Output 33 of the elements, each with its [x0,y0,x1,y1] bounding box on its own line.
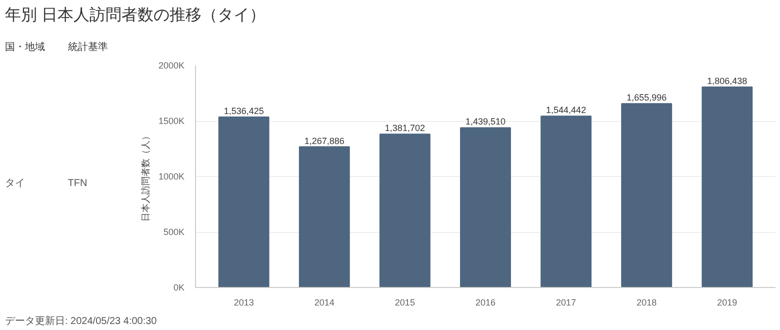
text: 統計基準 [68,41,109,55]
bar [298,146,350,288]
text: タイ [5,177,26,191]
x-tick-label: 2017 [556,298,576,308]
data-label: 1,267,886 [304,136,344,146]
data-label: 1,381,702 [384,123,425,134]
x-tick-label: 2019 [717,298,738,308]
data-label: 1,439,510 [465,116,506,127]
y-tick-label: 1000K [158,172,185,182]
x-tick-label: 2013 [234,298,254,308]
x-tick-label: 2014 [314,298,334,308]
text: データ更新日: 2024/05/23 4:00:30 [5,315,157,329]
bar [460,127,511,288]
x-tick-label: 2018 [636,298,657,308]
bar [540,116,592,288]
y-tick-label: 1500K [158,116,185,126]
text: 国・地域 [5,41,46,55]
bar [379,134,430,288]
bar [621,103,672,288]
data-label: 1,806,438 [707,76,748,86]
y-axis-title: 日本人訪問者数（人） [140,132,150,222]
x-tick-label: 2015 [394,298,415,308]
data-label: 1,655,996 [626,92,667,103]
y-tick-label: 0K [173,282,185,292]
data-label: 1,544,442 [546,105,586,116]
x-tick-label: 2016 [475,298,496,308]
bar [702,86,753,288]
chart-title: 年別 日本人訪問者数の推移（タイ） [5,6,266,26]
y-tick-label: 2000K [158,60,185,70]
bar [218,116,270,288]
text: TFN [68,177,88,191]
data-label: 1,536,425 [224,106,264,116]
y-tick-label: 500K [163,227,185,237]
